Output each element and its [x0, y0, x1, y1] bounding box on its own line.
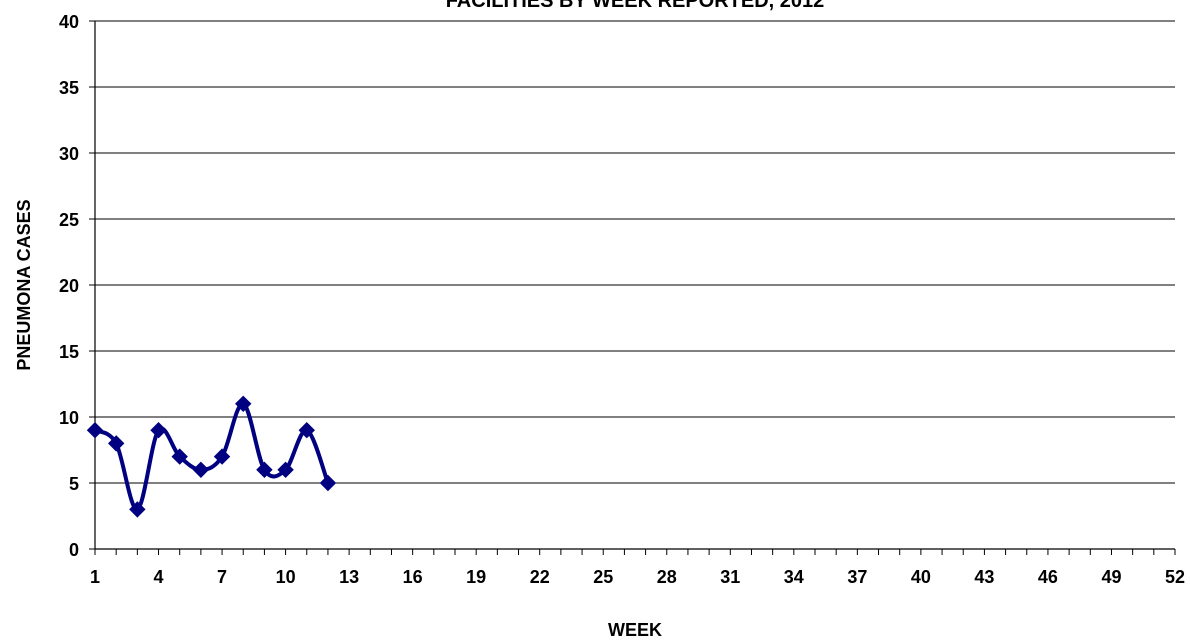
axes [89, 20, 1176, 555]
y-tick-label: 35 [59, 78, 79, 98]
data-point-marker [171, 448, 188, 465]
data-point-marker [277, 461, 294, 479]
x-tick-label: 13 [339, 567, 359, 587]
data-point-marker [150, 421, 167, 439]
gridlines [95, 20, 1175, 484]
x-tick-label: 25 [593, 567, 613, 587]
data-point-marker [319, 474, 337, 492]
x-tick-label: 52 [1165, 567, 1185, 587]
data-point-marker [256, 461, 273, 479]
chart-title: FACILITIES BY WEEK REPORTED, 2012 [445, 0, 825, 12]
x-tick-label: 4 [154, 567, 164, 587]
x-tick-label: 10 [276, 567, 296, 587]
data-point-marker [129, 501, 146, 518]
y-tick-label: 5 [69, 474, 79, 494]
data-point-marker [235, 395, 252, 413]
x-tick-label: 46 [1038, 567, 1058, 587]
y-tick-label: 30 [59, 144, 79, 164]
x-tick-label: 49 [1101, 567, 1121, 587]
data-point-marker [107, 435, 125, 452]
data-point-marker [192, 461, 210, 479]
y-axis-title: PNEUMONA CASES [14, 199, 34, 370]
y-tick-label: 10 [59, 408, 79, 428]
x-tick-label: 34 [784, 567, 804, 587]
x-tick-label: 43 [974, 567, 994, 587]
x-tick-label: 16 [403, 567, 423, 587]
x-tick-label: 1 [90, 567, 100, 587]
data-point-marker [298, 421, 315, 439]
x-tick-label: 40 [911, 567, 931, 587]
x-tick-label: 28 [657, 567, 677, 587]
x-tick-label: 19 [466, 567, 486, 587]
y-tick-label: 20 [59, 276, 79, 296]
x-tick-label: 31 [720, 567, 740, 587]
y-tick-labels: 0 5 10 15 20 25 30 35 40 [59, 12, 79, 560]
y-tick-label: 25 [59, 210, 79, 230]
x-tick-label: 22 [530, 567, 550, 587]
data-series [86, 395, 337, 518]
x-tick-labels: 1 4 7 10 13 16 19 22 25 28 31 34 37 40 43 46 49 52 [90, 567, 1185, 587]
series-line [93, 401, 330, 512]
x-axis-title: WEEK [608, 620, 662, 640]
y-tick-label: 15 [59, 342, 79, 362]
y-tick-label: 0 [69, 540, 79, 560]
x-tick-label: 37 [847, 567, 867, 587]
data-point-marker [86, 421, 104, 439]
x-tick-label: 7 [217, 567, 227, 587]
data-point-marker [213, 448, 231, 465]
y-tick-label: 40 [59, 12, 79, 32]
